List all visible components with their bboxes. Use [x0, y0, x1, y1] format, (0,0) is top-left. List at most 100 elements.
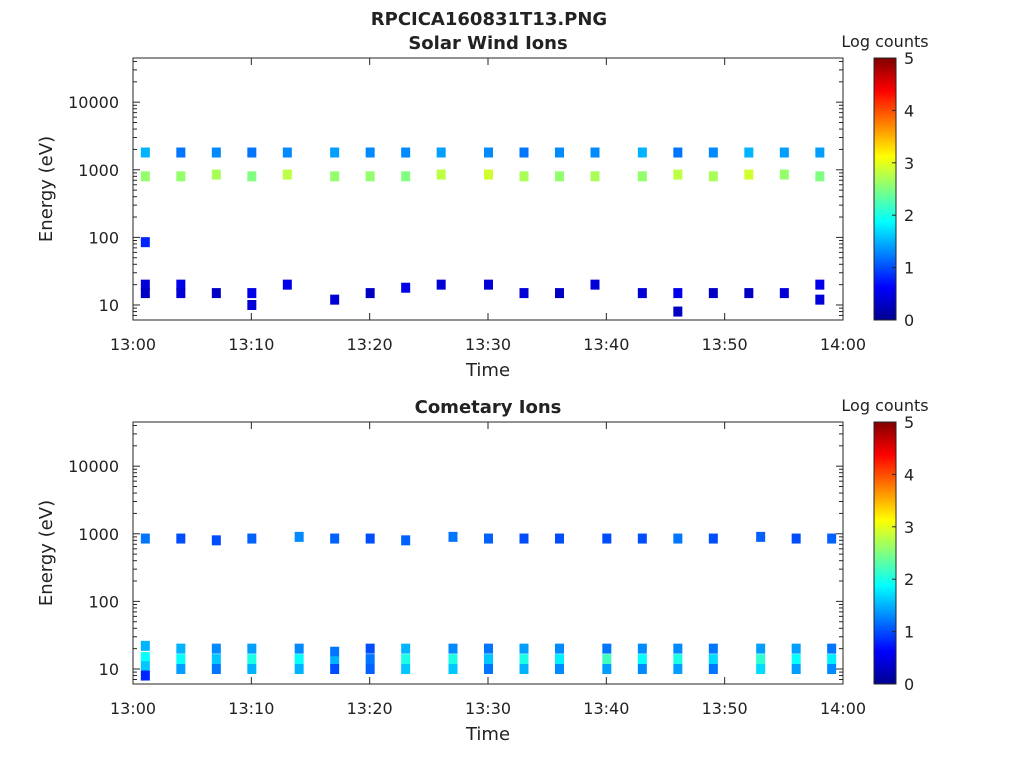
heatmap-cell — [602, 654, 612, 665]
heatmap-cell — [519, 643, 529, 654]
colorbar-tick-label: 5 — [904, 413, 914, 432]
heatmap-cell — [211, 664, 221, 675]
heatmap-cell — [827, 533, 837, 544]
heatmap-cell — [282, 279, 292, 290]
heatmap-cell — [247, 171, 257, 182]
heatmap-cell — [673, 643, 683, 654]
heatmap-cell — [140, 288, 150, 299]
heatmap-cells — [140, 147, 825, 317]
heatmap-cell — [176, 664, 186, 675]
heatmap-cell — [140, 661, 150, 672]
heatmap-cell — [602, 533, 612, 544]
heatmap-cell — [330, 171, 340, 182]
heatmap-cell — [247, 147, 257, 158]
heatmap-cell — [637, 654, 647, 665]
heatmap-cell — [637, 664, 647, 675]
heatmap-cell — [519, 288, 529, 299]
heatmap-cell — [448, 643, 458, 654]
heatmap-cell — [484, 279, 493, 290]
heatmap-cells — [140, 531, 837, 681]
colorbar — [873, 421, 897, 685]
heatmap-cell — [247, 664, 257, 675]
heatmap-cell — [401, 664, 411, 675]
heatmap-cell — [673, 654, 683, 665]
colorbar-tick-label: 2 — [904, 570, 914, 589]
heatmap-cell — [484, 643, 493, 654]
heatmap-cell — [436, 279, 446, 290]
heatmap-cell — [436, 147, 446, 158]
heatmap-cell — [827, 643, 837, 654]
heatmap-cell — [330, 646, 340, 657]
heatmap-cell — [176, 533, 186, 544]
heatmap-cell — [401, 147, 411, 158]
heatmap-cell — [365, 643, 375, 654]
heatmap-cell — [140, 279, 150, 290]
heatmap-cell — [827, 664, 837, 675]
heatmap-cell — [779, 169, 789, 180]
heatmap-cell — [176, 147, 186, 158]
y-tick-label: 1000 — [78, 161, 119, 180]
heatmap-cell — [815, 147, 825, 158]
heatmap-cell — [555, 533, 564, 544]
chart-panel-1: 13:00 13:10 13:20 13:30 13:40 13:50 14:0010100… — [36, 32, 929, 381]
heatmap-cell — [744, 288, 754, 299]
heatmap-cell — [555, 147, 564, 158]
heatmap-cell — [247, 288, 257, 299]
heatmap-cell — [484, 169, 493, 180]
heatmap-cell — [815, 294, 825, 305]
heatmap-cell — [448, 664, 458, 675]
heatmap-cell — [602, 664, 612, 675]
heatmap-cell — [176, 643, 186, 654]
heatmap-cell — [211, 535, 221, 546]
heatmap-cell — [756, 664, 766, 675]
chart-title: Cometary Ions — [415, 397, 562, 418]
heatmap-cell — [365, 147, 375, 158]
colorbar-label: Log counts — [841, 32, 928, 51]
heatmap-cell — [673, 169, 683, 180]
heatmap-cell — [708, 664, 718, 675]
y-tick-label: 10000 — [68, 93, 119, 112]
heatmap-cell — [637, 147, 647, 158]
heatmap-cell — [708, 533, 718, 544]
heatmap-cell — [401, 171, 411, 182]
x-tick-label: 13:30 — [465, 335, 511, 354]
heatmap-cell — [555, 643, 564, 654]
heatmap-cell — [211, 654, 221, 665]
y-tick-label: 10 — [99, 296, 119, 315]
heatmap-cell — [294, 654, 304, 665]
x-tick-label: 14:00 — [820, 699, 866, 718]
y-axis-label: Energy (eV) — [36, 136, 57, 242]
heatmap-cell — [294, 643, 304, 654]
heatmap-cell — [756, 654, 766, 665]
heatmap-cell — [791, 533, 801, 544]
heatmap-cell — [365, 654, 375, 665]
heatmap-cell — [827, 654, 837, 665]
y-axis-label: Energy (eV) — [36, 500, 57, 606]
x-tick-label: 13:00 — [110, 699, 156, 718]
heatmap-cell — [282, 147, 292, 158]
heatmap-cell — [211, 288, 221, 299]
x-tick-label: 13:20 — [347, 699, 393, 718]
heatmap-cell — [330, 533, 340, 544]
heatmap-cell — [294, 664, 304, 675]
colorbar-label: Log counts — [841, 396, 928, 415]
heatmap-cell — [401, 643, 411, 654]
heatmap-cell — [365, 664, 375, 675]
heatmap-cell — [176, 654, 186, 665]
heatmap-cell — [282, 169, 292, 180]
heatmap-cell — [247, 643, 257, 654]
heatmap-cell — [673, 306, 683, 317]
colorbar-tick-label: 0 — [904, 311, 914, 330]
x-tick-label: 13:20 — [347, 335, 393, 354]
colorbar-tick-label: 4 — [904, 465, 914, 484]
x-axis-label: Time — [465, 724, 510, 745]
heatmap-cell — [140, 171, 150, 182]
colorbar-tick-label: 3 — [904, 154, 914, 173]
heatmap-cell — [401, 654, 411, 665]
heatmap-cell — [176, 288, 186, 299]
heatmap-cell — [484, 533, 493, 544]
y-tick-label: 100 — [88, 592, 119, 611]
heatmap-cell — [140, 237, 150, 248]
x-axis-label: Time — [465, 360, 510, 381]
